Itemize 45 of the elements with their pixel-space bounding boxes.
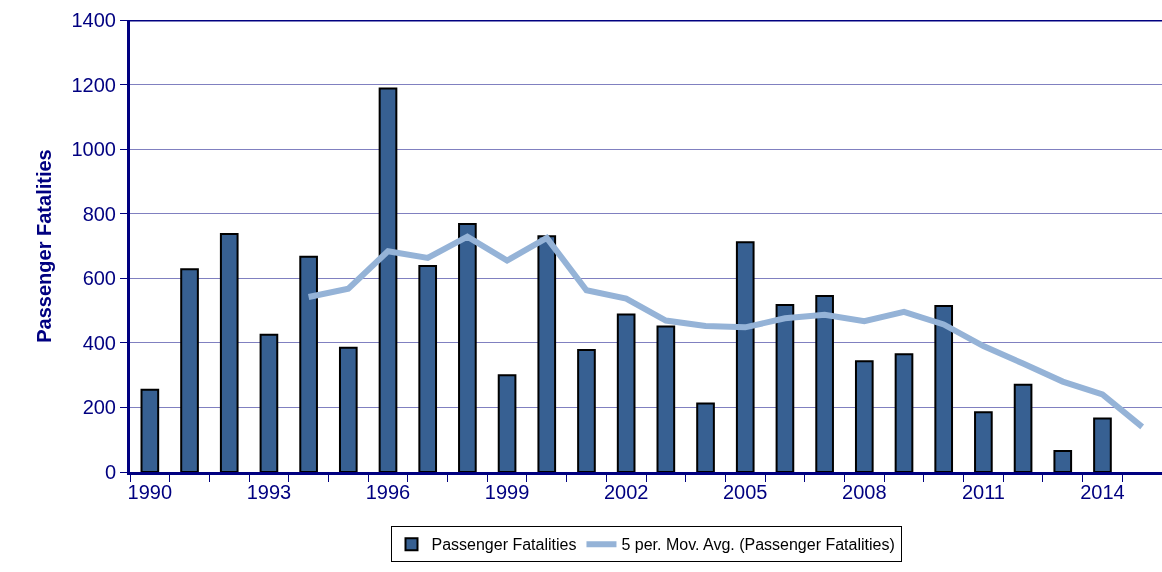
bar	[180, 268, 199, 472]
legend-label: Passenger Fatalities	[431, 536, 577, 554]
bar	[616, 313, 636, 472]
bar	[259, 333, 279, 472]
bar	[577, 348, 596, 472]
bar	[140, 388, 160, 472]
x-tick-label: 2011	[961, 481, 1005, 503]
x-tick-label: 2002	[603, 481, 649, 503]
bar	[894, 353, 914, 472]
y-tick-label: 1200	[71, 73, 116, 96]
bar	[299, 255, 318, 472]
y-tick-label: 1000	[71, 138, 116, 161]
bar	[1053, 450, 1073, 472]
bar	[854, 360, 874, 472]
y-tick-label: 400	[82, 331, 116, 354]
bar	[735, 241, 755, 472]
bar	[418, 265, 438, 472]
bar	[458, 223, 477, 472]
bar	[1093, 417, 1112, 472]
y-tick-label: 0	[104, 461, 116, 483]
y-tick-label: 800	[82, 202, 116, 225]
bar	[934, 305, 954, 472]
bar	[1013, 383, 1033, 472]
x-tick-label: 1990	[127, 481, 173, 503]
bar	[696, 402, 715, 472]
bar	[775, 304, 795, 472]
bar	[537, 235, 557, 472]
bar	[497, 374, 517, 472]
y-tick-label: 1400	[71, 9, 116, 31]
x-tick-label: 2014	[1080, 481, 1125, 503]
bar	[815, 295, 834, 472]
y-tick-label: 600	[82, 267, 116, 290]
bar	[378, 87, 398, 472]
y-axis-title: Passenger Fatalities	[33, 149, 55, 343]
bar	[974, 411, 993, 472]
x-tick-label: 1999	[484, 481, 530, 503]
bar	[656, 325, 676, 472]
x-tick-label: 2008	[842, 481, 887, 503]
bar	[219, 233, 239, 472]
bar	[338, 346, 358, 472]
y-tick-label: 200	[82, 396, 116, 419]
x-tick-label: 1996	[365, 481, 411, 503]
x-tick-label: 2005	[722, 481, 768, 503]
x-tick-label: 1993	[246, 481, 292, 503]
legend-label: 5 per. Mov. Avg. (Passenger Fatalities)	[621, 536, 895, 554]
